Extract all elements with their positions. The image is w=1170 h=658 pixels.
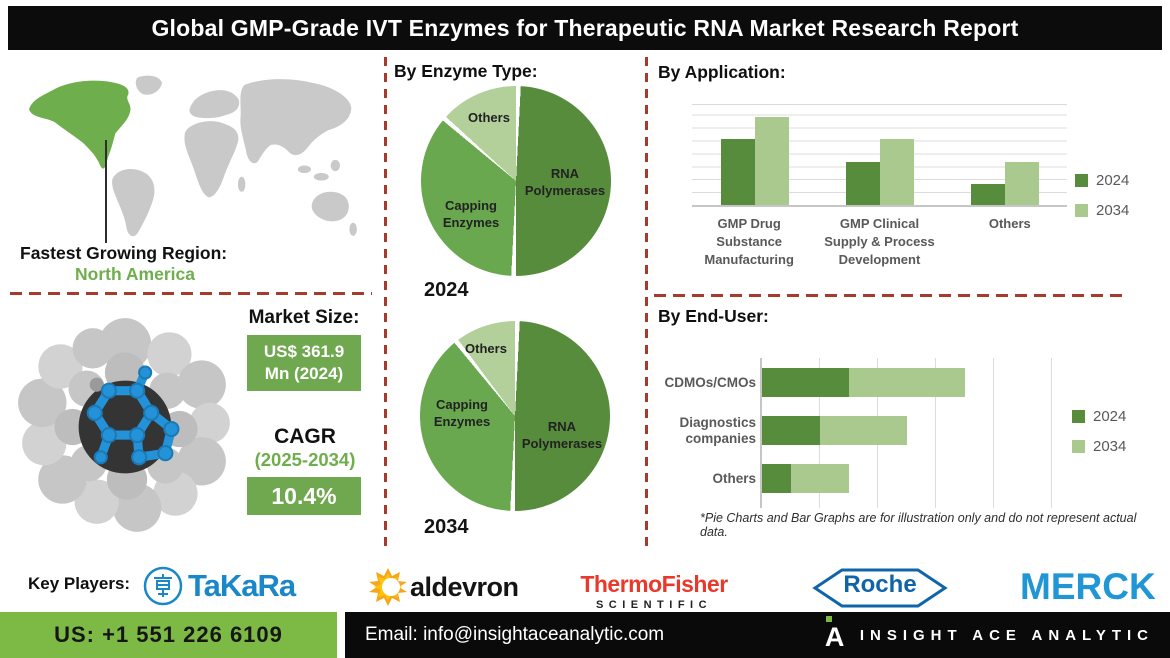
- legend-by-end-user: 2024 2034: [1072, 408, 1126, 468]
- takara-seal-icon: [143, 566, 183, 606]
- thermo-fisher-wordmark: ThermoFisher: [580, 571, 728, 597]
- bar-chart-by-application: [692, 104, 1067, 207]
- bar-chart-by-end-user: [760, 358, 1052, 508]
- roche-hexagon-icon: [812, 568, 948, 608]
- pie-year-label-2024: 2024: [424, 279, 469, 301]
- chart-disclaimer: *Pie Charts and Bar Graphs are for illus…: [700, 511, 1137, 539]
- aldevron-star-icon: [369, 568, 407, 606]
- brand-name: INSIGHT ACE ANALYTIC: [859, 626, 1154, 644]
- fastest-growing-region-value: North America: [75, 264, 195, 284]
- thermo-scientific-wordmark: SCIENTIFIC: [595, 599, 713, 611]
- logo-thermo-fisher: ThermoFisher SCIENTIFIC: [572, 571, 736, 611]
- email-address[interactable]: Email: info@insightaceanalytic.com: [365, 624, 665, 645]
- market-size-value-box: US$ 361.9 Mn (2024): [247, 335, 361, 391]
- pie-slice-label: Capping Enzymes: [442, 198, 500, 230]
- enzyme-molecule-image: [18, 318, 230, 532]
- legend-item: 2034: [1075, 202, 1129, 219]
- logo-aldevron: aldevron: [368, 567, 519, 607]
- divider-dashed: [10, 292, 372, 295]
- merck-wordmark: MERCK: [1020, 566, 1156, 607]
- legend-swatch: [1075, 204, 1088, 217]
- legend-label: 2034: [1096, 202, 1130, 219]
- divider-dashed: [645, 57, 648, 546]
- logo-letter: A: [824, 622, 845, 652]
- logo-green-dot: [825, 616, 832, 622]
- market-size-heading: Market Size:: [248, 307, 360, 328]
- category-label: Diagnostics companies: [679, 414, 756, 446]
- pie-slice-label: RNA Polymerases: [521, 419, 603, 451]
- logo-takara: TaKaRa: [143, 566, 296, 606]
- bar-segment-2024: [762, 464, 791, 493]
- pie-year-label-2034: 2034: [424, 516, 469, 538]
- category-label: Others: [712, 470, 756, 486]
- bar-2034: [1004, 162, 1039, 205]
- bar-chart-category-labels: GMP Drug Substance Manufacturing GMP Clin…: [684, 215, 1075, 270]
- report-title-bar: Global GMP-Grade IVT Enzymes for Therape…: [8, 6, 1162, 50]
- bar-2034: [754, 117, 789, 205]
- insight-ace-logo-icon: A: [824, 616, 847, 652]
- bar-segment-2034: [849, 368, 965, 397]
- pie-slice-label: Others: [468, 110, 510, 125]
- bar-segment-2034: [820, 416, 907, 445]
- legend-label: 2024: [1093, 408, 1127, 425]
- section-heading-application: By Application:: [658, 62, 786, 82]
- bar-row: [762, 368, 1052, 397]
- logo-roche: Roche: [812, 567, 948, 609]
- pie-slice-label: Capping Enzymes: [433, 397, 491, 429]
- report-title: Global GMP-Grade IVT Enzymes for Therape…: [151, 14, 1019, 41]
- bar-2024: [720, 139, 755, 205]
- category-label: GMP Clinical Supply & Process Developmen…: [824, 216, 935, 268]
- bar-group: [817, 105, 942, 205]
- email-contact-bar: Email: info@insightaceanalytic.com A INS…: [345, 612, 1170, 658]
- bar-group: [942, 105, 1067, 205]
- bar-2034: [879, 139, 914, 205]
- logo-merck: MERCK: [1020, 566, 1156, 608]
- pie-slice-label: Others: [465, 341, 507, 356]
- pie-chart-enzyme-type-2024: RNA Polymerases Capping Enzymes Others: [421, 86, 611, 276]
- key-players-heading: Key Players:: [28, 574, 131, 593]
- legend-label: 2034: [1093, 438, 1127, 455]
- bar-group: [692, 105, 817, 205]
- category-label: GMP Drug Substance Manufacturing: [704, 216, 794, 268]
- category-label: Others: [988, 216, 1031, 231]
- divider-dashed: [384, 57, 387, 546]
- aldevron-wordmark: aldevron: [410, 571, 519, 602]
- cagr-value-box: 10.4%: [247, 477, 361, 515]
- legend-swatch: [1075, 174, 1088, 187]
- region-pointer-line: [105, 140, 107, 243]
- end-user-category-labels: CDMOs/CMOs Diagnostics companies Others: [626, 358, 756, 512]
- bar-segment-2024: [762, 416, 820, 445]
- legend-label: 2024: [1096, 172, 1130, 189]
- legend-item: 2024: [1075, 172, 1129, 189]
- insight-ace-analytic-brand: A INSIGHT ACE ANALYTIC: [824, 616, 1154, 652]
- pie-chart-enzyme-type-2034: RNA Polymerases Capping Enzymes Others: [420, 321, 610, 511]
- phone-number: US: +1 551 226 6109: [54, 622, 283, 647]
- legend-swatch: [1072, 410, 1085, 423]
- category-label: CDMOs/CMOs: [664, 374, 756, 390]
- legend-item: 2024: [1072, 408, 1126, 425]
- world-map: [28, 75, 357, 237]
- bar-2024: [845, 162, 880, 205]
- section-heading-end-user: By End-User:: [658, 306, 769, 326]
- bar-row: [762, 416, 1052, 445]
- phone-contact-bar[interactable]: US: +1 551 226 6109: [0, 612, 337, 658]
- bar-segment-2034: [791, 464, 849, 493]
- takara-wordmark: TaKaRa: [188, 568, 296, 603]
- bar-2024: [970, 184, 1005, 205]
- pie-slice-label: RNA Polymerases: [524, 166, 606, 198]
- cagr-period: (2025-2034): [254, 449, 356, 470]
- legend-swatch: [1072, 440, 1085, 453]
- cagr-label: CAGR: [274, 425, 336, 448]
- section-heading-enzyme-type: By Enzyme Type:: [394, 61, 538, 81]
- legend-by-application: 2024 2034: [1075, 172, 1129, 232]
- legend-item: 2034: [1072, 438, 1126, 455]
- bar-row: [762, 464, 1052, 493]
- divider-dashed: [654, 294, 1128, 297]
- map-north-america: [28, 80, 131, 169]
- roche-wordmark: Roche: [843, 571, 917, 598]
- fastest-growing-region-heading: Fastest Growing Region:: [20, 243, 228, 263]
- bar-segment-2024: [762, 368, 849, 397]
